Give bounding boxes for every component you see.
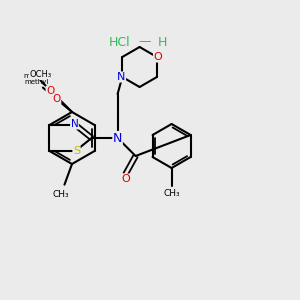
- Text: —: —: [139, 35, 151, 49]
- Text: O: O: [121, 174, 130, 184]
- Text: OCH₃: OCH₃: [30, 70, 52, 80]
- Text: S: S: [73, 146, 80, 156]
- Text: CH₃: CH₃: [53, 190, 69, 199]
- Text: O: O: [46, 86, 54, 96]
- Text: methoxy: methoxy: [24, 73, 54, 79]
- Text: N: N: [113, 131, 122, 145]
- Text: N: N: [70, 119, 78, 129]
- Text: methyl: methyl: [25, 80, 49, 85]
- Text: O: O: [154, 52, 162, 62]
- Text: H: H: [157, 35, 167, 49]
- Text: CH₃: CH₃: [163, 188, 180, 197]
- Text: HCl: HCl: [109, 35, 131, 49]
- Text: N: N: [117, 72, 125, 82]
- Text: O: O: [52, 94, 61, 104]
